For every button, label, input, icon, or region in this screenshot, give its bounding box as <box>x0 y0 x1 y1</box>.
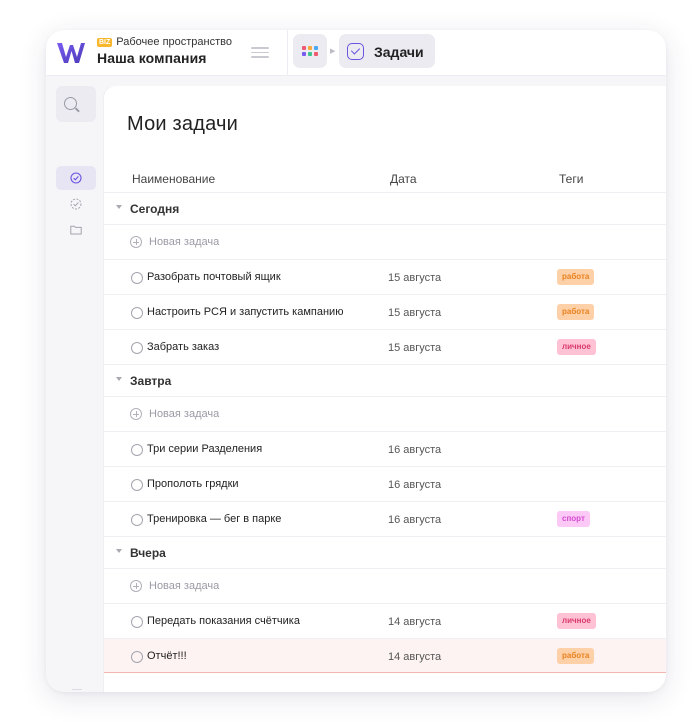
sidebar-item-delegated[interactable] <box>56 192 96 216</box>
checkbox-icon <box>347 43 364 60</box>
tag-badge[interactable]: работа <box>557 304 595 320</box>
new-task-label[interactable]: Новая задача <box>149 408 220 420</box>
task-row[interactable]: Тренировка — бег в парке 16 августа спор… <box>104 501 666 536</box>
column-header-date[interactable]: Дата <box>390 172 417 186</box>
caret-down-icon[interactable] <box>116 549 122 553</box>
apps-grid-button[interactable] <box>293 34 327 68</box>
task-name[interactable]: Настроить РСЯ и запустить кампанию <box>147 306 344 318</box>
sidebar-item-my-tasks[interactable] <box>56 166 96 190</box>
app-window: BIZ Рабочее пространство Наша компания ▶… <box>46 30 666 692</box>
task-name[interactable]: Забрать заказ <box>147 341 220 353</box>
page-title: Мои задачи <box>127 113 238 135</box>
task-date[interactable]: 16 августа <box>388 444 442 456</box>
workspace-label: Рабочее пространство <box>116 36 232 48</box>
tag-badge[interactable]: личное <box>557 339 596 355</box>
check-circle-icon <box>70 172 82 184</box>
task-checkbox[interactable] <box>131 272 143 284</box>
apps-grid-icon <box>302 46 318 56</box>
group-header-yesterday[interactable]: Вчера <box>104 536 666 568</box>
group-label: Завтра <box>130 374 172 388</box>
caret-down-icon[interactable] <box>116 205 122 209</box>
new-task-label[interactable]: Новая задача <box>149 236 220 248</box>
app-logo-icon[interactable] <box>56 39 86 67</box>
task-checkbox[interactable] <box>131 342 143 354</box>
add-circle-icon <box>130 580 142 592</box>
search-icon <box>64 97 77 110</box>
task-checkbox[interactable] <box>131 616 143 628</box>
company-name[interactable]: Наша компания <box>97 50 207 66</box>
biz-badge: BIZ <box>97 37 113 47</box>
sidebar-footer-divider <box>72 689 82 690</box>
column-header-name[interactable]: Наименование <box>132 172 216 186</box>
sidebar <box>46 76 104 692</box>
task-date[interactable]: 14 августа <box>388 616 442 628</box>
task-row[interactable]: Забрать заказ 15 августа личное <box>104 329 666 364</box>
main-content: Мои задачи Наименование Дата Теги Сегодн… <box>104 86 666 692</box>
group-header-tomorrow[interactable]: Завтра <box>104 364 666 396</box>
caret-down-icon[interactable] <box>116 377 122 381</box>
task-date[interactable]: 14 августа <box>388 651 442 663</box>
tag-badge[interactable]: спорт <box>557 511 590 527</box>
group-label: Сегодня <box>130 202 180 216</box>
tag-badge[interactable]: работа <box>557 269 595 285</box>
task-name[interactable]: Прополоть грядки <box>147 478 239 490</box>
task-list: Сегодня Новая задача Разобрать почтовый … <box>104 192 666 673</box>
new-task-label[interactable]: Новая задача <box>149 580 220 592</box>
task-date[interactable]: 15 августа <box>388 272 442 284</box>
task-date[interactable]: 16 августа <box>388 479 442 491</box>
task-checkbox[interactable] <box>131 479 143 491</box>
task-row[interactable]: Три серии Разделения 16 августа <box>104 431 666 466</box>
new-task-row[interactable]: Новая задача <box>104 396 666 431</box>
tag-badge[interactable]: личное <box>557 613 596 629</box>
task-checkbox[interactable] <box>131 307 143 319</box>
tab-label: Задачи <box>374 44 424 60</box>
task-row[interactable]: Настроить РСЯ и запустить кампанию 15 ав… <box>104 294 666 329</box>
divider <box>287 30 288 76</box>
folder-icon <box>70 225 82 235</box>
task-row[interactable]: Передать показания счётчика 14 августа л… <box>104 603 666 638</box>
group-label: Вчера <box>130 546 166 560</box>
task-name[interactable]: Тренировка — бег в парке <box>147 513 282 525</box>
task-checkbox[interactable] <box>131 514 143 526</box>
task-date[interactable]: 15 августа <box>388 342 442 354</box>
task-checkbox[interactable] <box>131 651 143 663</box>
task-row-highlighted[interactable]: Отчёт!!! 14 августа работа <box>104 638 666 673</box>
column-header-tags[interactable]: Теги <box>559 172 584 186</box>
task-name[interactable]: Передать показания счётчика <box>147 615 300 627</box>
workspace-switcher[interactable]: BIZ Рабочее пространство Наша компания <box>97 36 232 66</box>
breadcrumb-arrow-icon: ▶ <box>330 48 336 55</box>
task-date[interactable]: 15 августа <box>388 307 442 319</box>
task-date[interactable]: 16 августа <box>388 514 442 526</box>
hamburger-menu-icon[interactable] <box>251 44 269 60</box>
add-circle-icon <box>130 408 142 420</box>
task-checkbox[interactable] <box>131 444 143 456</box>
search-button[interactable] <box>56 86 96 122</box>
breadcrumb-tasks-tab[interactable]: Задачи <box>339 34 435 68</box>
new-task-row[interactable]: Новая задача <box>104 568 666 603</box>
check-circle-dashed-icon <box>70 198 82 210</box>
tag-badge[interactable]: работа <box>557 648 595 664</box>
sidebar-item-projects[interactable] <box>56 218 96 242</box>
task-row[interactable]: Прополоть грядки 16 августа <box>104 466 666 501</box>
new-task-row[interactable]: Новая задача <box>104 224 666 259</box>
task-name[interactable]: Разобрать почтовый ящик <box>147 271 281 283</box>
group-header-today[interactable]: Сегодня <box>104 192 666 224</box>
top-bar: BIZ Рабочее пространство Наша компания ▶… <box>46 30 666 76</box>
add-circle-icon <box>130 236 142 248</box>
task-name[interactable]: Отчёт!!! <box>147 650 187 662</box>
task-row[interactable]: Разобрать почтовый ящик 15 августа работ… <box>104 259 666 294</box>
task-name[interactable]: Три серии Разделения <box>147 443 263 455</box>
